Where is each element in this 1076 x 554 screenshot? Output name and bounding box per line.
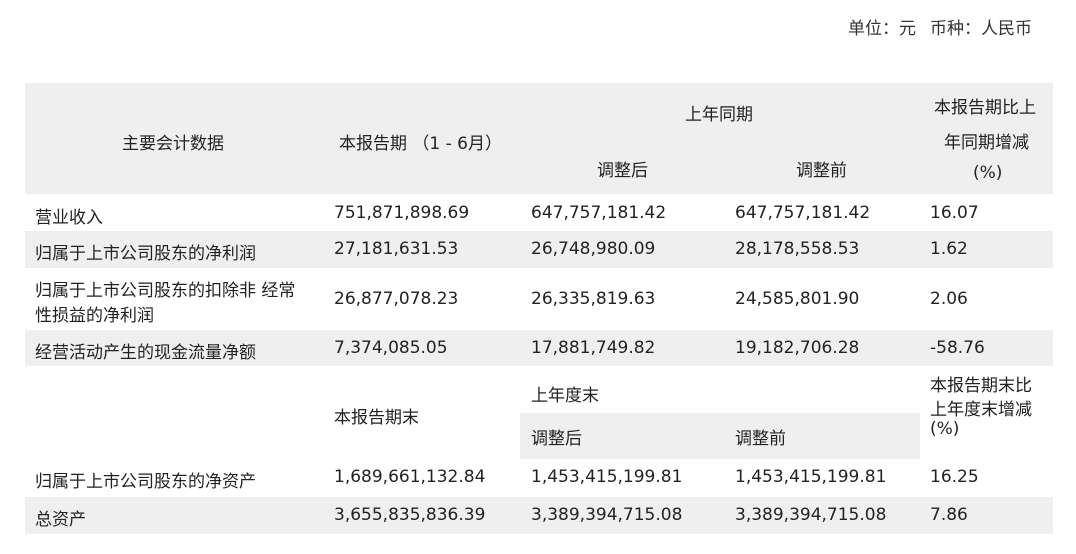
row-current: 1,689,661,132.84: [334, 467, 486, 487]
row-current: 27,181,631.53: [334, 239, 459, 259]
table-row: 归属于上市公司股东的净利润 27,181,631.53 26,748,980.0…: [25, 231, 1053, 268]
table-header: 主要会计数据 本报告期 （1 - 6月） 上年同期 调整后 调整前 本报告期比上…: [25, 83, 1053, 194]
header-change-line1: 本报告期比上: [934, 98, 1036, 118]
header-before-adjust-2: 调整前: [735, 429, 786, 449]
row-adjusted: 26,335,819.63: [531, 289, 656, 309]
row-before-adjust: 24,585,801.90: [735, 289, 860, 309]
row-adjusted: 3,389,394,715.08: [531, 505, 683, 525]
table-row: 营业收入 751,871,898.69 647,757,181.42 647,7…: [25, 194, 1053, 231]
currency-value: 人民币: [981, 19, 1032, 39]
row-adjusted: 17,881,749.82: [531, 338, 656, 358]
header-current-period-end: 本报告期末: [334, 408, 419, 428]
table-row: 归属于上市公司股东的扣除非 经常 性损益的净利润 26,877,078.23 2…: [25, 268, 1053, 330]
row-change: -58.76: [930, 338, 985, 358]
unit-label: 单位：: [848, 19, 899, 39]
row-change: 7.86: [930, 505, 968, 525]
table-row: 经营活动产生的现金流量净额 7,374,085.05 17,881,749.82…: [25, 330, 1053, 366]
row-current: 26,877,078.23: [334, 289, 459, 309]
row-before-adjust: 3,389,394,715.08: [735, 505, 887, 525]
table-row: 总资产 3,655,835,836.39 3,389,394,715.08 3,…: [25, 497, 1053, 534]
row-change: 2.06: [930, 289, 968, 309]
row-current: 751,871,898.69: [334, 203, 470, 223]
header2-change-line2: 上年度末增减: [930, 400, 1032, 420]
header-adjusted: 调整后: [597, 161, 648, 181]
table-row: 归属于上市公司股东的净资产 1,689,661,132.84 1,453,415…: [25, 459, 1053, 497]
header-item: 主要会计数据: [122, 134, 224, 154]
row-adjusted: 647,757,181.42: [531, 203, 667, 223]
row-label-line1: 归属于上市公司股东的扣除非 经常: [35, 281, 296, 301]
row-before-adjust: 28,178,558.53: [735, 239, 860, 259]
row-change: 1.62: [930, 239, 968, 259]
row-before-adjust: 647,757,181.42: [735, 203, 871, 223]
row-change: 16.25: [930, 467, 979, 487]
row-current: 7,374,085.05: [334, 338, 448, 358]
row-adjusted: 1,453,415,199.81: [531, 467, 683, 487]
header-prior-period-group: 上年同期: [685, 105, 753, 125]
header-change-line3: (%): [973, 163, 1003, 183]
header-prior-year-end: 上年度末: [531, 386, 599, 406]
unit-value: 元: [899, 19, 916, 39]
row-before-adjust: 19,182,706.28: [735, 338, 860, 358]
currency-label: 币种：: [930, 19, 981, 39]
row-adjusted: 26,748,980.09: [531, 239, 656, 259]
row-label: 归属于上市公司股东的净利润: [35, 244, 256, 264]
header2-change-line1: 本报告期末比: [930, 376, 1032, 396]
header-adjusted-2: 调整后: [531, 429, 582, 449]
row-label-line2: 性损益的净利润: [35, 306, 154, 326]
row-before-adjust: 1,453,415,199.81: [735, 467, 887, 487]
row-label: 经营活动产生的现金流量净额: [35, 343, 256, 363]
row-current: 3,655,835,836.39: [334, 505, 486, 525]
key-accounting-data-table: 主要会计数据 本报告期 （1 - 6月） 上年同期 调整后 调整前 本报告期比上…: [25, 83, 1053, 534]
row-change: 16.07: [930, 203, 979, 223]
table-header-period-end: 本报告期末 上年度末 调整后 调整前 本报告期末比 上年度末增减 (%): [25, 366, 1053, 459]
row-label: 归属于上市公司股东的净资产: [35, 472, 256, 492]
unit-currency-note: 单位：元 币种：人民币: [848, 14, 1032, 39]
subheader-shade: [520, 413, 920, 459]
header-change-line2: 年同期增减: [944, 133, 1029, 153]
header-current-period: 本报告期 （1 - 6月）: [339, 134, 502, 154]
header2-change-line3: (%): [930, 419, 960, 439]
row-label: 营业收入: [35, 208, 103, 228]
row-label: 总资产: [35, 510, 86, 530]
header-before-adjust: 调整前: [796, 161, 847, 181]
